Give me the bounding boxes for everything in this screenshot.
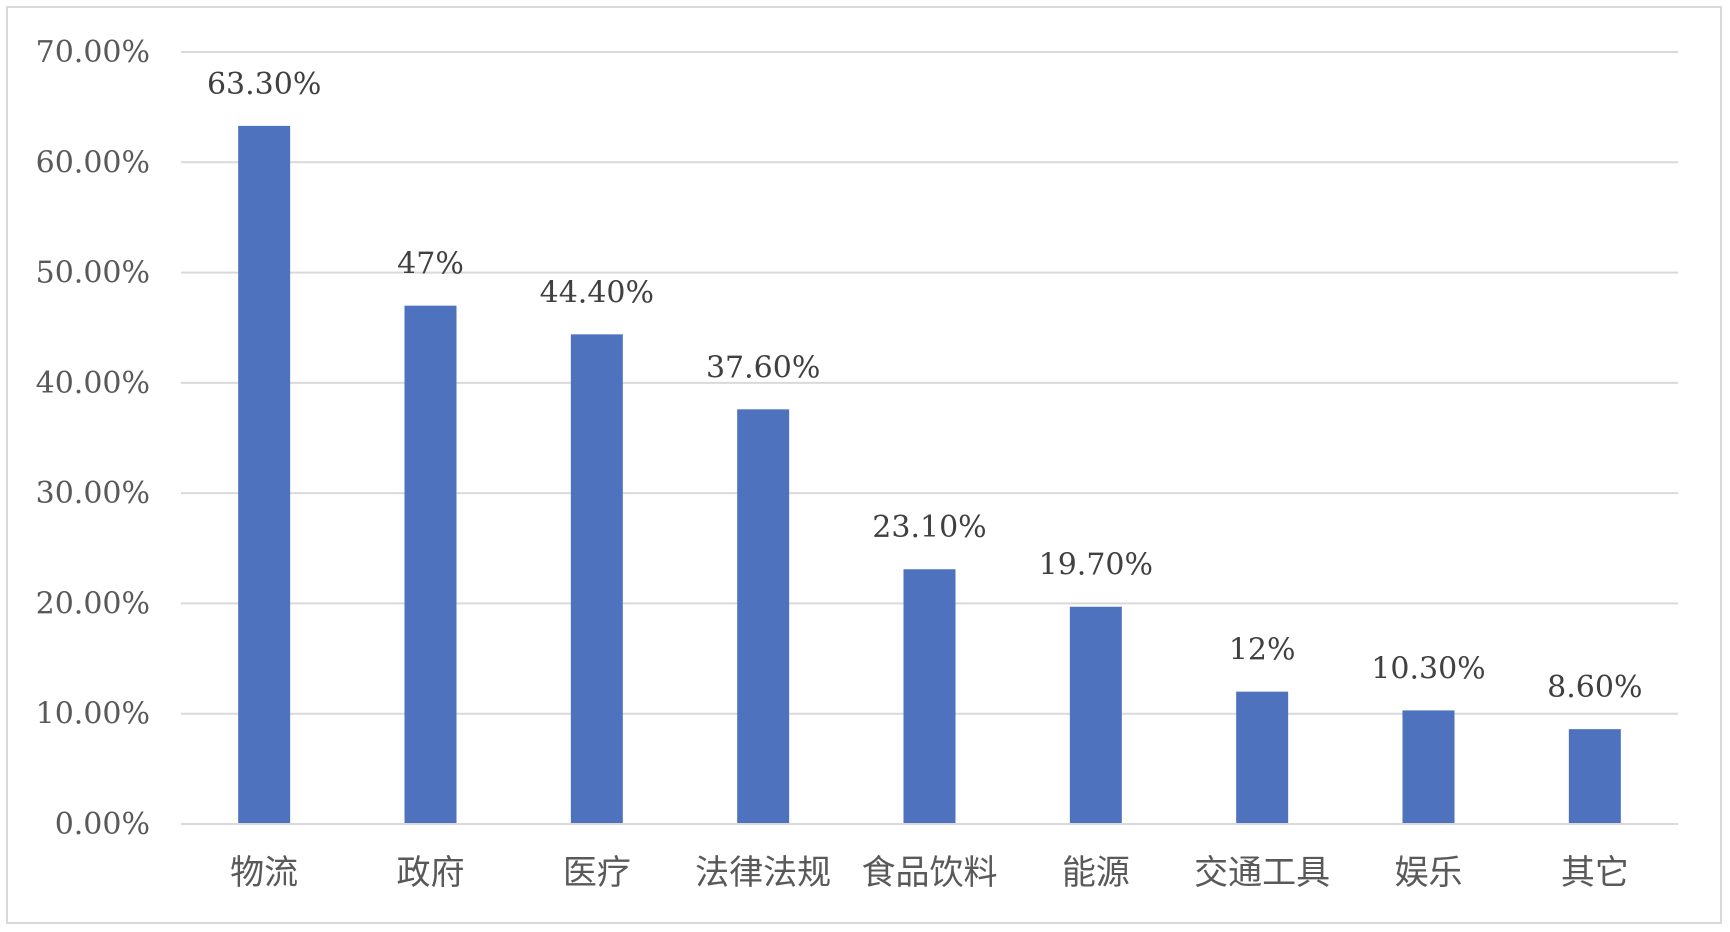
- category-label: 政府: [397, 853, 465, 893]
- y-tick-label: 40.00%: [36, 366, 150, 401]
- y-axis-tick-labels: 0.00% 10.00% 20.00% 30.00% 40.00% 50.00% 60.00…: [36, 35, 150, 842]
- y-tick-label: 20.00%: [36, 586, 150, 621]
- bar: [1402, 710, 1455, 824]
- y-tick-label: 70.00%: [36, 35, 150, 70]
- y-tick-label: 50.00%: [36, 256, 150, 291]
- data-labels: 63.30% 47% 44.40% 37.60% 23.10% 19.70% 12% 10.3…: [207, 67, 1643, 705]
- bar: [737, 409, 790, 824]
- y-tick-label: 10.00%: [36, 697, 150, 732]
- category-labels: 物流 政府 医疗 法律法规 食品饮料 能源 交通工具 娱乐 其它: [230, 853, 1629, 893]
- category-label: 医疗: [563, 853, 631, 893]
- bar: [404, 305, 457, 825]
- y-tick-label: 60.00%: [36, 145, 150, 180]
- bar: [903, 569, 956, 824]
- bar: [1568, 729, 1621, 824]
- bars: [238, 125, 1621, 825]
- data-label: 63.30%: [207, 67, 321, 102]
- data-label: 8.60%: [1547, 670, 1642, 705]
- category-label: 交通工具: [1194, 853, 1330, 893]
- category-label: 食品饮料: [862, 853, 998, 893]
- category-label: 其它: [1561, 853, 1629, 893]
- bar: [238, 125, 291, 825]
- bar: [1069, 606, 1122, 824]
- bar: [1236, 691, 1289, 824]
- category-label: 娱乐: [1395, 853, 1463, 893]
- data-label: 23.10%: [872, 510, 986, 545]
- bar: [570, 334, 623, 824]
- y-tick-label: 0.00%: [55, 807, 150, 842]
- data-label: 44.40%: [540, 275, 654, 310]
- data-label: 10.30%: [1371, 651, 1485, 686]
- category-label: 法律法规: [695, 853, 831, 893]
- category-label: 能源: [1062, 853, 1130, 893]
- data-label: 47%: [397, 247, 464, 282]
- y-tick-label: 30.00%: [36, 476, 150, 511]
- data-label: 37.60%: [706, 350, 820, 385]
- data-label: 19.70%: [1039, 548, 1153, 583]
- data-label: 12%: [1229, 633, 1296, 668]
- category-label: 物流: [230, 853, 298, 893]
